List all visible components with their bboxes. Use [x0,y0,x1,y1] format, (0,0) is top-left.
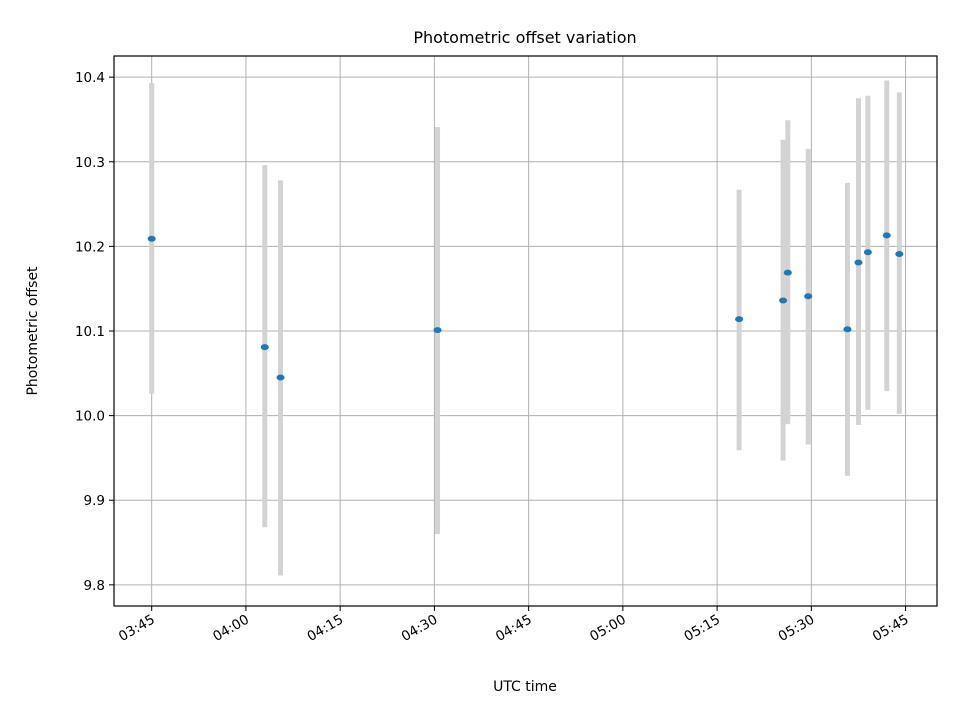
data-point [276,374,285,381]
y-tick-label: 10.2 [75,239,105,255]
x-axis-label: UTC time [493,679,557,695]
grid [114,56,937,606]
data-points [147,232,904,381]
data-point [863,249,872,256]
y-tick-label: 10.1 [75,324,105,340]
data-point [843,326,852,333]
y-tick-label: 10.0 [75,409,105,425]
chart-title: Photometric offset variation [413,28,636,47]
y-axis-label: Photometric offset [25,266,41,396]
y-tick-label: 10.4 [75,70,105,86]
data-point [735,316,744,323]
data-point [804,293,813,300]
data-point [433,327,442,334]
data-point [895,251,904,257]
data-point [854,259,863,266]
y-tick-label: 9.9 [84,493,105,509]
data-point [260,344,269,351]
data-point [779,297,788,304]
y-tick-label: 10.3 [75,155,105,171]
data-point [147,235,156,242]
y-tick-label: 9.8 [84,578,105,594]
data-point [882,232,891,239]
data-point [783,269,792,276]
